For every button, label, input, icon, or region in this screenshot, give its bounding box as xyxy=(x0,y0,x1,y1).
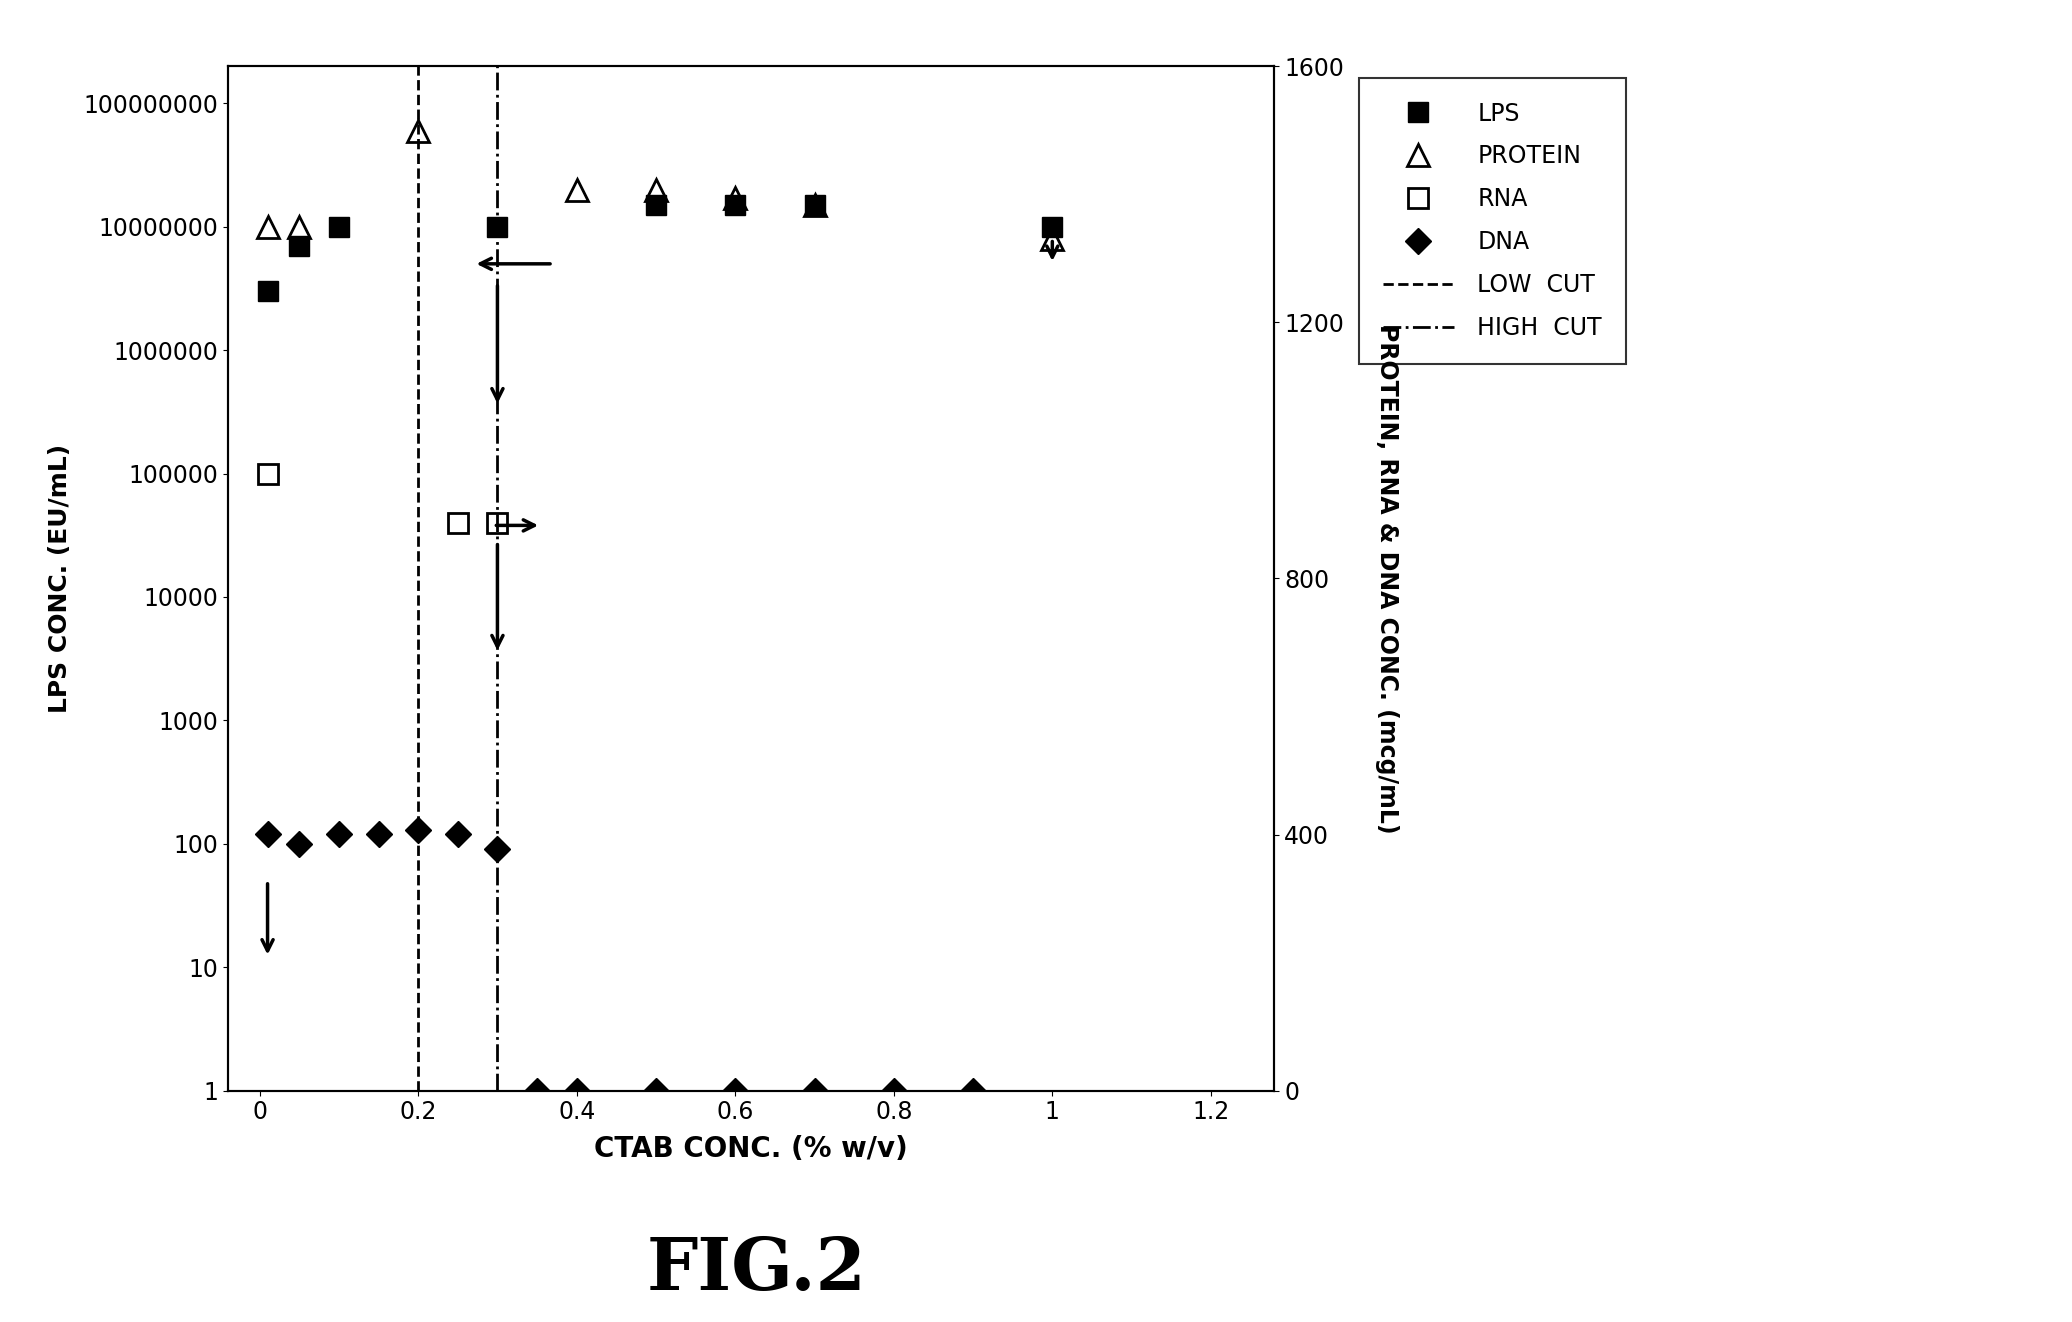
Y-axis label: LPS CONC. (EU/mL): LPS CONC. (EU/mL) xyxy=(48,444,73,713)
X-axis label: CTAB CONC. (% w/v): CTAB CONC. (% w/v) xyxy=(595,1136,908,1163)
Y-axis label: PROTEIN, RNA & DNA CONC. (mcg/mL): PROTEIN, RNA & DNA CONC. (mcg/mL) xyxy=(1376,324,1399,833)
Legend: LPS, PROTEIN, RNA, DNA, LOW  CUT, HIGH  CUT: LPS, PROTEIN, RNA, DNA, LOW CUT, HIGH CU… xyxy=(1359,78,1627,364)
Text: FIG.2: FIG.2 xyxy=(646,1233,866,1305)
